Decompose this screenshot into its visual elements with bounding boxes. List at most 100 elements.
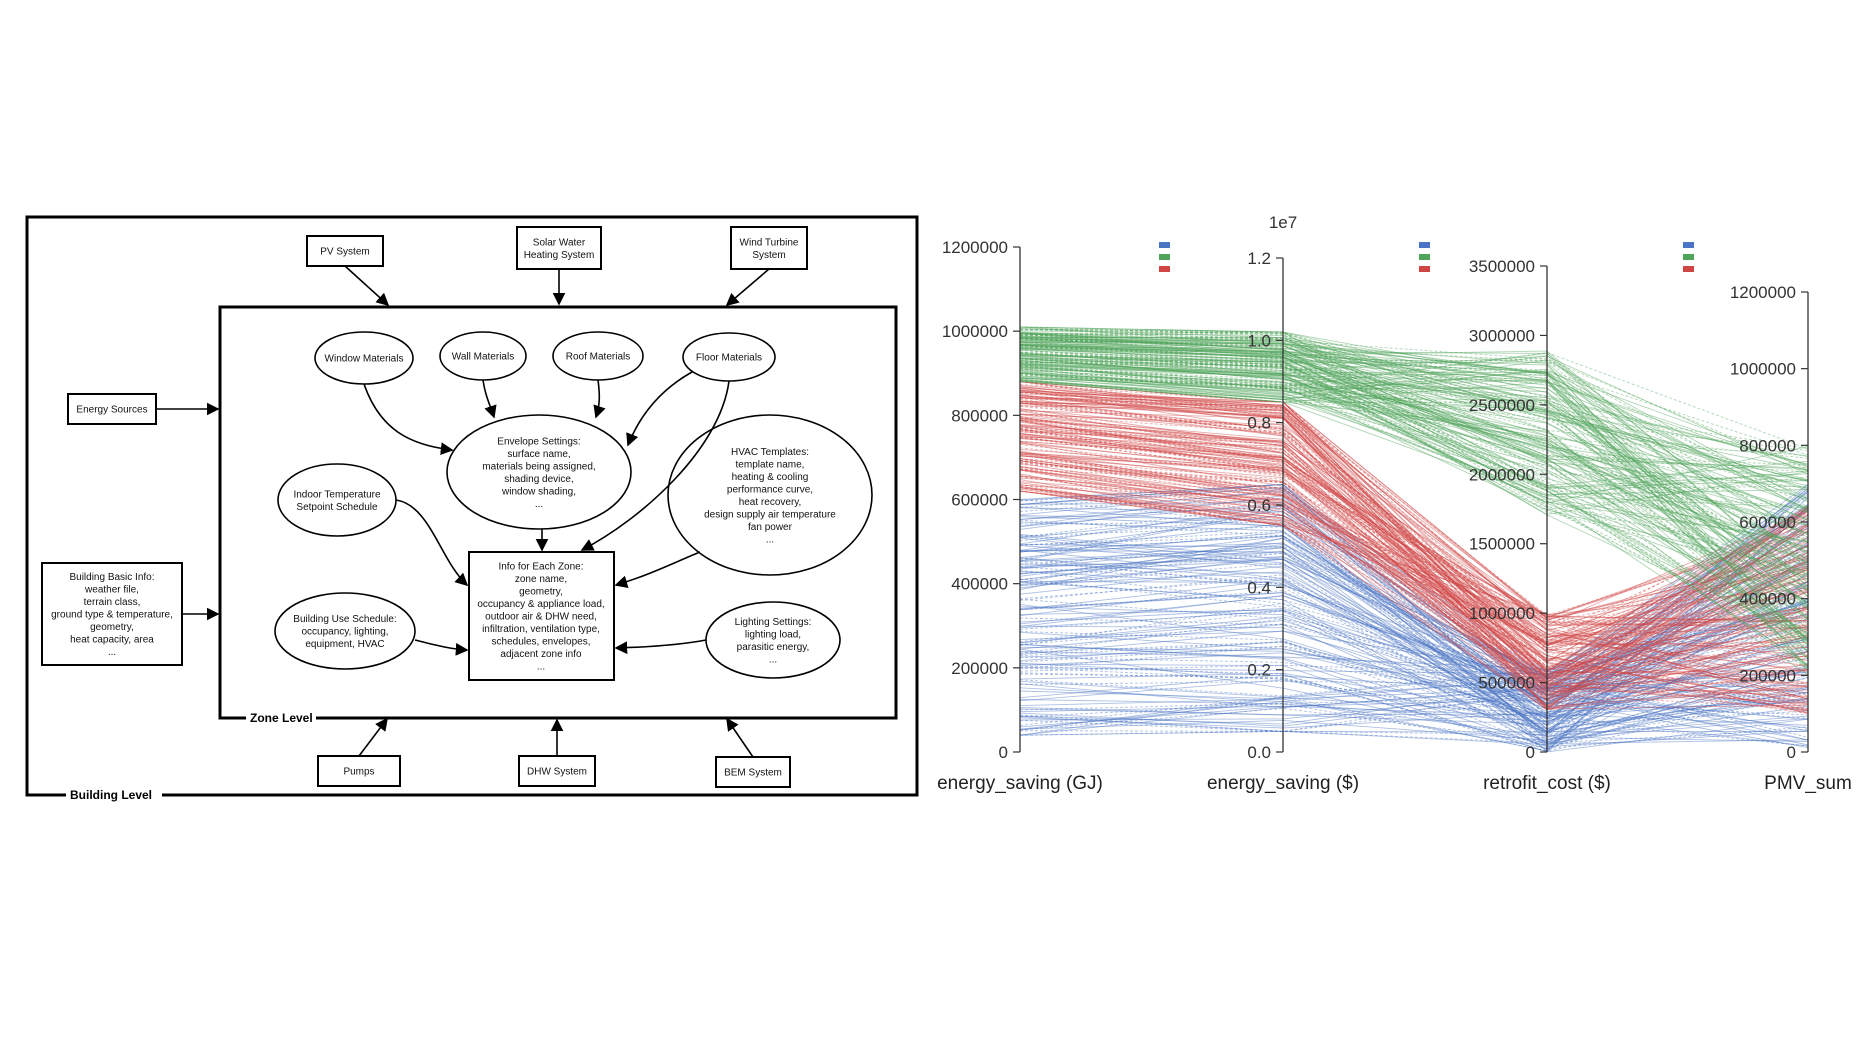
series-line (1019, 460, 1809, 698)
series-line (1019, 345, 1809, 642)
series-line (1019, 395, 1809, 708)
series-line (1019, 334, 1809, 646)
series-line (1019, 404, 1809, 649)
series-line (1019, 364, 1809, 483)
series-line (1019, 367, 1809, 669)
series-line (1019, 336, 1809, 666)
series-line (1019, 606, 1809, 746)
series-line (1019, 483, 1809, 676)
series-line (1019, 377, 1809, 576)
series-line (1019, 453, 1809, 631)
series-line (1019, 375, 1809, 521)
series-line (1019, 328, 1809, 640)
tick-label: 0.8 (1247, 414, 1271, 433)
tick-label: 1000000 (942, 322, 1008, 341)
window-materials-label: Window Materials (325, 354, 404, 365)
series-line (1019, 543, 1809, 704)
series-line (1019, 559, 1809, 733)
series-line (1019, 346, 1809, 640)
series-line (1019, 605, 1809, 717)
series-line (1019, 571, 1809, 717)
series-line (1019, 366, 1809, 466)
tick-label: 0 (999, 743, 1008, 762)
series-line (1019, 458, 1809, 704)
tick-label: 200000 (951, 659, 1008, 678)
series-line (1019, 535, 1809, 734)
pumps-label: Pumps (343, 767, 374, 778)
series-line (1019, 665, 1809, 752)
series-line (1019, 487, 1809, 673)
series-line (1019, 484, 1809, 715)
tick-label: 2000000 (1469, 465, 1535, 484)
series-line (1019, 334, 1809, 470)
series-line (1019, 514, 1809, 742)
series-line (1019, 522, 1809, 728)
series-line (1019, 419, 1809, 638)
series-line (1019, 358, 1809, 648)
series-line (1019, 396, 1809, 710)
series-line (1019, 394, 1809, 695)
series-line (1019, 417, 1809, 683)
series-line (1019, 357, 1809, 459)
tick-label: 1500000 (1469, 535, 1535, 554)
series-line (1019, 343, 1809, 577)
series-line (1019, 536, 1809, 718)
series-line (1019, 331, 1809, 519)
series-line (1019, 345, 1809, 646)
series-line (1019, 440, 1809, 712)
series-line (1019, 365, 1809, 610)
series-line (1019, 503, 1809, 717)
series-line (1019, 400, 1809, 628)
series-line (1019, 617, 1809, 738)
hvac-templates-node (667, 414, 873, 576)
series-line (1019, 490, 1809, 643)
series-line (1019, 410, 1809, 673)
series-line (1019, 636, 1809, 732)
series-line (1019, 693, 1809, 729)
series-line (1019, 490, 1809, 689)
series-line (1019, 444, 1809, 700)
series-line (1019, 481, 1809, 647)
series-line (1019, 523, 1809, 738)
series-line (1019, 328, 1809, 501)
series-line (1019, 442, 1809, 672)
series-line (1019, 503, 1809, 673)
series-line (1019, 460, 1809, 645)
series-line (1019, 331, 1809, 527)
series-line (1019, 376, 1809, 620)
series-line (1019, 465, 1809, 709)
series-line (1019, 365, 1809, 534)
building-basic-info-box (41, 562, 183, 666)
series-line (1019, 469, 1809, 621)
series-line (1019, 516, 1809, 736)
series-line (1019, 349, 1809, 611)
series-line (1019, 352, 1809, 584)
series-line (1019, 348, 1809, 515)
series-line (1019, 437, 1809, 697)
axis-title: energy_saving ($) (1207, 773, 1359, 794)
series-line (1019, 370, 1809, 643)
series-line (1019, 419, 1809, 638)
tick-label: 0.4 (1247, 578, 1271, 597)
series-line (1019, 592, 1809, 690)
series-line (1019, 708, 1809, 726)
series-line (1019, 688, 1809, 745)
series-line (1019, 669, 1809, 700)
series-line (1019, 479, 1809, 710)
series-line (1019, 443, 1809, 644)
building-use-label: Building Use Schedule: occupancy, lightin… (293, 614, 396, 650)
series-line (1019, 368, 1809, 554)
series-line (1019, 354, 1809, 588)
series-line (1019, 486, 1809, 656)
series-line (1019, 371, 1809, 481)
series-line (1019, 400, 1809, 696)
series-line (1019, 329, 1809, 563)
series-line (1019, 535, 1809, 696)
series-line (1019, 494, 1809, 696)
series-line (1019, 336, 1809, 667)
series-line (1019, 369, 1809, 561)
series-line (1019, 484, 1809, 684)
series-line (1019, 419, 1809, 621)
series-line (1019, 351, 1809, 466)
series-line (1019, 337, 1809, 604)
